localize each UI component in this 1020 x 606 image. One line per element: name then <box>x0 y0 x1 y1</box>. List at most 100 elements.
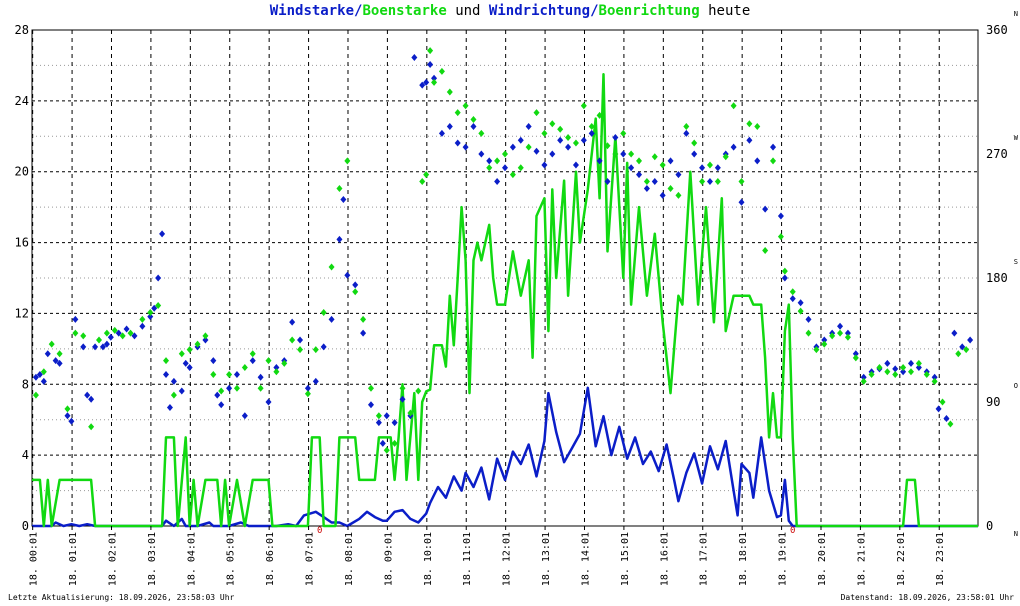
direction-point-boenrichtung <box>892 370 899 378</box>
zero-marker: 0 <box>317 526 322 536</box>
direction-letter: N <box>1014 530 1018 538</box>
left-axis-label: 24 <box>15 94 29 108</box>
direction-point-windrichtung <box>478 150 485 158</box>
direction-point-windrichtung <box>777 212 784 220</box>
direction-point-windrichtung <box>691 150 698 158</box>
direction-point-boenrichtung <box>580 102 587 110</box>
direction-point-windrichtung <box>233 370 240 378</box>
direction-point-boenrichtung <box>533 109 540 117</box>
direction-point-windrichtung <box>226 384 233 392</box>
direction-point-boenrichtung <box>667 184 674 192</box>
direction-point-windrichtung <box>714 164 721 172</box>
x-tick-label: 18. 05:01 <box>226 532 237 586</box>
x-tick-label: 18. 07:01 <box>305 532 316 586</box>
direction-point-boenrichtung <box>805 329 812 337</box>
direction-point-boenrichtung <box>431 78 438 86</box>
left-axis-label: 16 <box>15 236 29 250</box>
direction-point-windrichtung <box>115 329 122 337</box>
direction-point-boenrichtung <box>320 308 327 316</box>
title-heute: heute <box>699 3 751 19</box>
x-tick-label: 18. 12:01 <box>502 532 513 586</box>
direction-letter: S <box>1014 258 1018 266</box>
direction-point-windrichtung <box>541 161 548 169</box>
direction-point-boenrichtung <box>155 302 162 310</box>
direction-point-windrichtung <box>68 417 75 425</box>
direction-point-windrichtung <box>789 295 796 303</box>
plot-area <box>32 47 978 528</box>
direction-point-boenrichtung <box>202 332 209 340</box>
direction-point-boenrichtung <box>218 387 225 395</box>
x-tick-label: 18. 18:01 <box>738 532 749 586</box>
direction-point-windrichtung <box>56 359 63 367</box>
direction-point-boenrichtung <box>923 370 930 378</box>
direction-point-windrichtung <box>659 191 666 199</box>
direction-point-boenrichtung <box>789 288 796 296</box>
direction-point-boenrichtung <box>415 387 422 395</box>
direction-point-boenrichtung <box>628 150 635 158</box>
direction-point-windrichtung <box>604 178 611 186</box>
direction-point-boenrichtung <box>32 391 39 399</box>
direction-point-boenrichtung <box>612 150 619 158</box>
direction-point-windrichtung <box>186 364 193 372</box>
direction-point-boenrichtung <box>588 122 595 130</box>
direction-point-windrichtung <box>391 419 398 427</box>
direction-point-windrichtung <box>852 350 859 358</box>
left-axis-label: 12 <box>15 306 29 320</box>
x-tick-label: 18. 19:01 <box>778 532 789 586</box>
direction-point-windrichtung <box>40 377 47 385</box>
direction-point-windrichtung <box>80 343 87 351</box>
direction-point-windrichtung <box>379 439 386 447</box>
x-tick-label: 18. 03:01 <box>147 532 158 586</box>
x-tick-label: 18. 21:01 <box>856 532 867 586</box>
direction-point-windrichtung <box>155 274 162 282</box>
direction-point-boenrichtung <box>48 340 55 348</box>
direction-point-windrichtung <box>218 401 225 409</box>
direction-point-windrichtung <box>36 370 43 378</box>
left-axis-label: 20 <box>15 165 29 179</box>
x-tick-label: 18. 06:01 <box>265 532 276 586</box>
direction-point-windrichtung <box>273 364 280 372</box>
direction-point-windrichtung <box>517 136 524 144</box>
direction-point-boenrichtung <box>844 333 851 341</box>
direction-point-windrichtung <box>762 205 769 213</box>
direction-point-boenrichtung <box>289 336 296 344</box>
direction-point-windrichtung <box>706 178 713 186</box>
title-separator-1: / <box>354 3 363 19</box>
direction-point-boenrichtung <box>572 139 579 147</box>
direction-point-boenrichtung <box>80 332 87 340</box>
title-boenstarke: Boenstarke <box>362 3 447 19</box>
direction-point-boenrichtung <box>399 384 406 392</box>
direction-point-boenrichtung <box>722 153 729 161</box>
direction-point-boenrichtung <box>297 346 304 354</box>
x-tick-label: 18. 22:01 <box>896 532 907 586</box>
direction-point-windrichtung <box>257 373 264 381</box>
direction-point-windrichtung <box>533 147 540 155</box>
direction-point-windrichtung <box>636 171 643 179</box>
direction-point-windrichtung <box>336 235 343 243</box>
direction-point-windrichtung <box>797 299 804 307</box>
direction-point-boenrichtung <box>360 315 367 323</box>
direction-point-boenrichtung <box>683 122 690 130</box>
direction-letter: O <box>1014 382 1018 390</box>
direction-point-boenrichtung <box>659 161 666 169</box>
direction-point-windrichtung <box>151 304 158 312</box>
direction-point-boenrichtung <box>304 390 311 398</box>
x-tick-label: 18. 08:01 <box>344 532 355 586</box>
left-axis-label: 4 <box>22 448 29 462</box>
direction-point-boenrichtung <box>170 391 177 399</box>
direction-point-windrichtung <box>746 136 753 144</box>
direction-point-boenrichtung <box>699 178 706 186</box>
direction-point-boenrichtung <box>746 120 753 128</box>
direction-point-windrichtung <box>340 195 347 203</box>
direction-point-windrichtung <box>612 133 619 141</box>
direction-point-boenrichtung <box>821 340 828 348</box>
direction-point-windrichtung <box>588 129 595 137</box>
direction-point-windrichtung <box>367 401 374 409</box>
direction-point-windrichtung <box>943 415 950 423</box>
direction-point-windrichtung <box>399 395 406 403</box>
direction-point-boenrichtung <box>127 329 134 337</box>
direction-point-boenrichtung <box>194 340 201 348</box>
direction-letter: W <box>1014 134 1019 142</box>
direction-point-boenrichtung <box>328 263 335 271</box>
